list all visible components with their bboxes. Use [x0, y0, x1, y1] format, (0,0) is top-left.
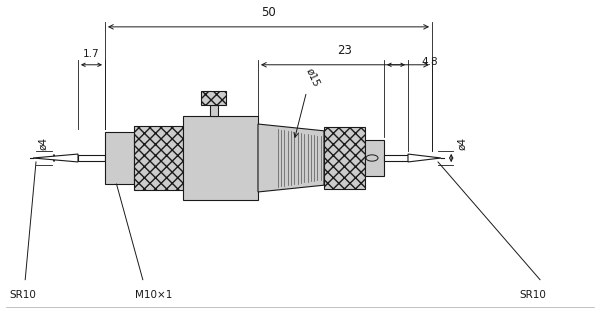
Bar [183, 116, 258, 200]
Bar [324, 127, 365, 189]
Bar [210, 105, 218, 116]
Text: ø4: ø4 [38, 137, 48, 150]
Text: ø4: ø4 [457, 137, 467, 150]
Bar [78, 155, 105, 161]
Bar [105, 132, 134, 184]
Text: SR10: SR10 [9, 290, 36, 301]
Text: M10×1: M10×1 [135, 290, 172, 301]
Bar [384, 155, 408, 161]
Bar [365, 140, 384, 176]
Bar [134, 126, 183, 190]
Polygon shape [408, 154, 441, 162]
Text: 4.8: 4.8 [421, 57, 438, 67]
Text: ø15: ø15 [304, 66, 321, 88]
Polygon shape [33, 154, 78, 162]
Polygon shape [258, 124, 324, 192]
Text: 23: 23 [338, 44, 352, 57]
Text: 50: 50 [261, 6, 276, 19]
Text: 1.7: 1.7 [83, 49, 100, 59]
Text: SR10: SR10 [519, 290, 546, 301]
Bar [201, 91, 226, 105]
